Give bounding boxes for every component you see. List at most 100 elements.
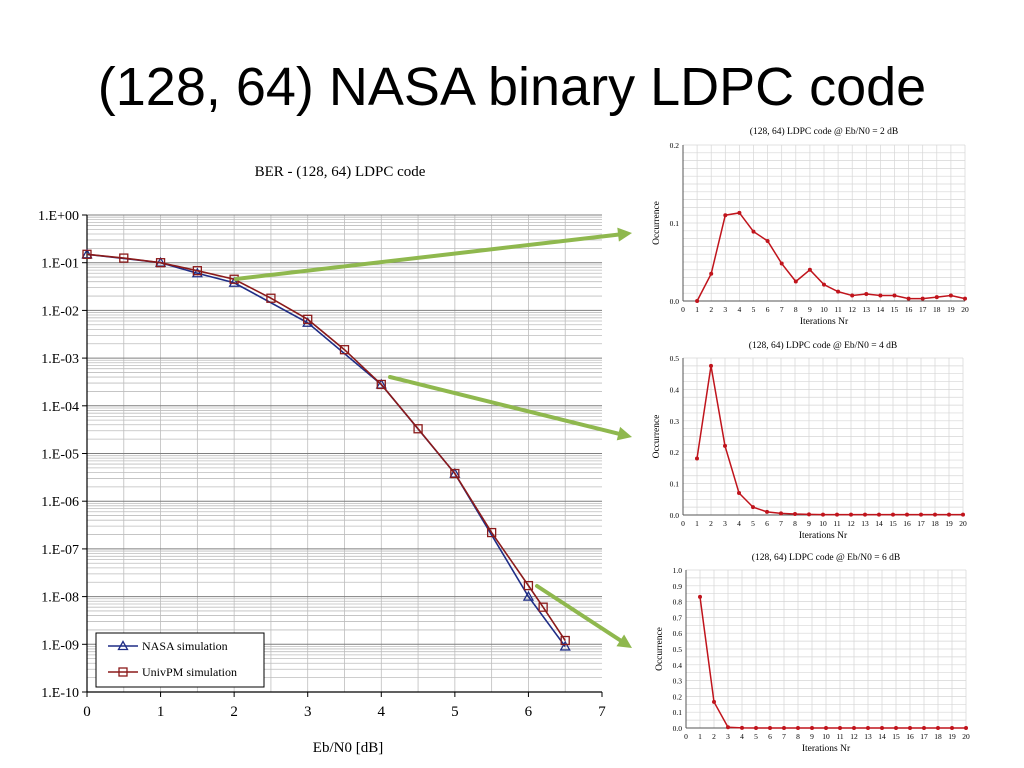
x-tick-label: 9: [808, 305, 812, 314]
y-tick-label: 0.1: [670, 219, 680, 228]
data-point: [933, 512, 937, 517]
occurrence-chart-2db: (128, 64) LDPC code @ Eb/N0 = 2 dB 0.0 0.1…: [652, 126, 969, 327]
x-tick-label: 17: [919, 305, 927, 314]
occurrence-chart-6db: (128, 64) LDPC code @ Eb/N0 = 6 dB 0.0 0.1…: [655, 552, 970, 754]
data-point: [751, 505, 755, 510]
data-point: [723, 213, 728, 218]
x-tick-label: 8: [793, 519, 797, 528]
data-point-univpm: [266, 293, 276, 303]
data-point-nasa: [559, 640, 571, 651]
y-axis-label: Occurrence: [652, 201, 662, 245]
y-tick-label: 0.2: [670, 448, 680, 457]
x-tick-label: 10: [819, 519, 827, 528]
data-point: [810, 726, 814, 730]
connector-arrows: [234, 227, 632, 648]
data-point-univpm: [192, 266, 203, 276]
x-tick-label: 0: [684, 732, 688, 741]
x-tick-label: 14: [875, 519, 883, 528]
y-tick-label: 0.1: [670, 480, 680, 489]
x-tick-label: 3: [723, 305, 727, 314]
legend-label: UnivPM simulation: [142, 665, 237, 679]
x-tick-label: 1: [695, 519, 699, 528]
x-tick-label: 2: [230, 704, 238, 720]
data-point: [877, 512, 881, 517]
data-point: [751, 229, 756, 234]
data-point: [936, 726, 940, 730]
data-point: [723, 443, 727, 448]
data-point: [782, 726, 786, 730]
data-point: [821, 512, 825, 517]
data-point-univpm: [82, 249, 92, 259]
y-tick-label: 0.9: [673, 582, 683, 591]
x-tick-label: 9: [807, 519, 811, 528]
x-tick-label: 3: [304, 704, 312, 720]
y-tick-label: 0.5: [670, 354, 680, 363]
data-point-univpm: [450, 468, 460, 479]
data-point: [726, 725, 730, 730]
data-point: [922, 726, 926, 730]
connector-arrow-head: [616, 426, 632, 441]
x-tick-label: 20: [959, 519, 967, 528]
x-tick-label: 0: [681, 305, 685, 314]
x-tick-label: 14: [877, 305, 885, 314]
data-point: [852, 726, 856, 730]
connector-arrow-line: [234, 232, 621, 281]
x-tick-label: 18: [931, 519, 939, 528]
data-point-nasa: [522, 590, 535, 601]
data-point: [880, 726, 884, 730]
x-axis-label: Iterations Nr: [799, 531, 848, 541]
legend-marker-triangle: [117, 640, 129, 651]
y-tick-label: 0.2: [673, 692, 683, 701]
x-tick-label: 1: [698, 732, 702, 741]
y-tick-label: 0.1: [673, 708, 683, 717]
x-tick-label: 17: [920, 732, 928, 741]
y-tick-label: 0.4: [673, 661, 683, 670]
data-point: [765, 509, 769, 514]
series-line: [696, 365, 963, 516]
y-tick-label: 1.E+00: [38, 209, 79, 224]
data-point: [934, 295, 939, 300]
data-point: [908, 726, 912, 730]
data-point: [905, 512, 909, 517]
y-tick-label: 0.7: [673, 613, 683, 622]
data-point-univpm: [523, 580, 534, 591]
data-point: [822, 282, 826, 287]
data-point: [712, 699, 716, 704]
data-point: [768, 726, 772, 730]
legend: NASA simulation UnivPM simulation: [95, 632, 265, 688]
x-tick-label: 12: [850, 732, 858, 741]
x-tick-label: 0: [83, 704, 91, 720]
x-tick-label: 15: [892, 732, 900, 741]
x-tick-label: 12: [847, 519, 855, 528]
data-point: [919, 512, 923, 517]
y-tick-label: 0.4: [670, 385, 680, 394]
y-tick-label: 0.8: [673, 598, 683, 607]
data-point: [835, 512, 839, 517]
data-point: [920, 296, 925, 301]
x-tick-label: 7: [779, 519, 783, 528]
series-line-univpm: [86, 253, 566, 641]
connector-arrow-line: [388, 375, 621, 436]
data-point-univpm: [376, 379, 386, 390]
data-point: [807, 512, 811, 517]
data-point-univpm: [538, 602, 548, 612]
data-point: [709, 363, 713, 368]
data-point: [695, 299, 700, 303]
data-point: [894, 726, 898, 730]
x-tick-label: 20: [962, 732, 970, 741]
data-point: [779, 511, 783, 516]
x-tick-label: 19: [947, 305, 955, 314]
y-axis-label: Occurrence: [655, 627, 665, 671]
chart-title: (128, 64) LDPC code @ Eb/N0 = 2 dB: [750, 126, 898, 137]
legend-label: NASA simulation: [142, 639, 228, 653]
data-point-univpm: [413, 424, 423, 434]
ber-chart: BER - (128, 64) LDPC code 1.E+00 1.E-01 1.E…: [38, 164, 606, 756]
x-tick-label: 1: [157, 704, 165, 720]
x-tick-label: 13: [863, 305, 871, 314]
data-point-univpm: [119, 253, 129, 263]
x-tick-label: 6: [525, 704, 533, 720]
data-point: [695, 456, 699, 461]
y-tick-label: 1.E-01: [41, 257, 79, 272]
data-point: [698, 594, 702, 599]
